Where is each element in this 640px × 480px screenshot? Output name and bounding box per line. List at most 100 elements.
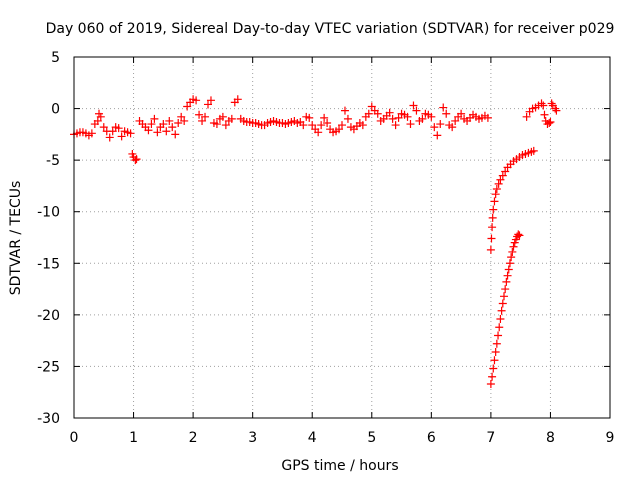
y-axis-label: SDTVAR / TECUs <box>8 181 24 296</box>
data-point <box>317 121 326 130</box>
data-point <box>491 190 500 199</box>
data-point <box>492 339 501 348</box>
x-tick-label: 2 <box>189 430 198 446</box>
data-point <box>547 99 556 108</box>
data-point <box>507 253 516 262</box>
data-points <box>70 95 561 388</box>
data-point <box>96 112 105 121</box>
data-point <box>206 96 215 105</box>
data-point <box>529 146 538 155</box>
data-point <box>488 213 497 222</box>
data-point <box>144 126 153 135</box>
y-tick-label: -5 <box>46 153 60 169</box>
data-point <box>153 128 162 137</box>
data-point <box>147 120 156 129</box>
data-point <box>496 314 505 323</box>
x-tick-label: 6 <box>427 430 436 446</box>
y-tick-label: -30 <box>37 411 60 427</box>
data-point <box>412 106 421 115</box>
data-point <box>515 231 524 240</box>
data-point <box>492 185 501 194</box>
data-point <box>504 265 513 274</box>
data-point <box>201 112 210 121</box>
x-axis-label: GPS time / hours <box>281 458 398 474</box>
data-point <box>514 230 523 239</box>
data-point <box>486 379 495 388</box>
data-point <box>171 130 180 139</box>
data-point <box>457 109 466 118</box>
data-point <box>539 101 548 110</box>
data-point <box>385 108 394 117</box>
data-point <box>501 167 510 176</box>
data-point <box>177 112 186 121</box>
data-point <box>498 299 507 308</box>
data-point <box>409 101 418 110</box>
data-point <box>489 364 498 373</box>
data-point <box>483 113 492 122</box>
data-point <box>180 116 189 125</box>
data-point <box>159 120 168 129</box>
data-point <box>494 331 503 340</box>
data-point <box>451 116 460 125</box>
y-tick-label: 5 <box>51 50 60 66</box>
data-point <box>227 114 236 123</box>
data-point <box>343 114 352 123</box>
data-point <box>87 129 96 138</box>
data-point <box>108 127 117 136</box>
data-point <box>150 114 159 123</box>
x-tick-label: 4 <box>308 430 317 446</box>
data-point <box>494 179 503 188</box>
data-point <box>499 292 508 301</box>
data-point <box>490 356 499 365</box>
data-point <box>552 106 561 115</box>
x-tick-label: 8 <box>546 430 555 446</box>
data-point <box>502 277 511 286</box>
data-point <box>358 121 367 130</box>
data-point <box>394 113 403 122</box>
x-tick-label: 3 <box>248 430 257 446</box>
data-point <box>221 121 230 130</box>
data-point <box>551 104 560 113</box>
data-point <box>486 245 495 254</box>
data-point <box>174 119 183 128</box>
x-tick-label: 0 <box>70 430 79 446</box>
data-point <box>488 372 497 381</box>
y-tick-label: 0 <box>51 102 60 118</box>
data-point <box>367 102 376 111</box>
data-point <box>540 110 549 119</box>
data-point <box>218 112 227 121</box>
data-point <box>448 123 457 132</box>
data-point <box>308 121 317 130</box>
x-tick-label: 9 <box>606 430 615 446</box>
data-point <box>320 113 329 122</box>
data-point <box>545 119 554 128</box>
data-point <box>503 271 512 280</box>
data-point <box>192 96 201 105</box>
data-point <box>496 175 505 184</box>
data-point <box>497 306 506 315</box>
data-point <box>537 99 546 108</box>
data-point <box>131 156 140 165</box>
data-point <box>126 129 135 138</box>
data-point <box>403 112 412 121</box>
data-point <box>212 120 221 129</box>
data-point <box>433 131 442 140</box>
data-point <box>487 234 496 243</box>
data-point <box>491 347 500 356</box>
data-point <box>323 119 332 128</box>
data-point <box>233 95 242 104</box>
data-point <box>335 125 344 134</box>
data-point <box>195 110 204 119</box>
data-point <box>198 116 207 125</box>
data-point <box>314 128 323 137</box>
data-point <box>509 242 518 251</box>
data-point <box>338 121 346 130</box>
data-point <box>522 112 531 121</box>
data-point <box>299 121 308 130</box>
data-point <box>183 102 192 111</box>
y-tick-label: -20 <box>37 308 60 324</box>
data-point <box>442 109 451 118</box>
data-point <box>508 247 517 256</box>
x-tick-label: 1 <box>129 430 138 446</box>
